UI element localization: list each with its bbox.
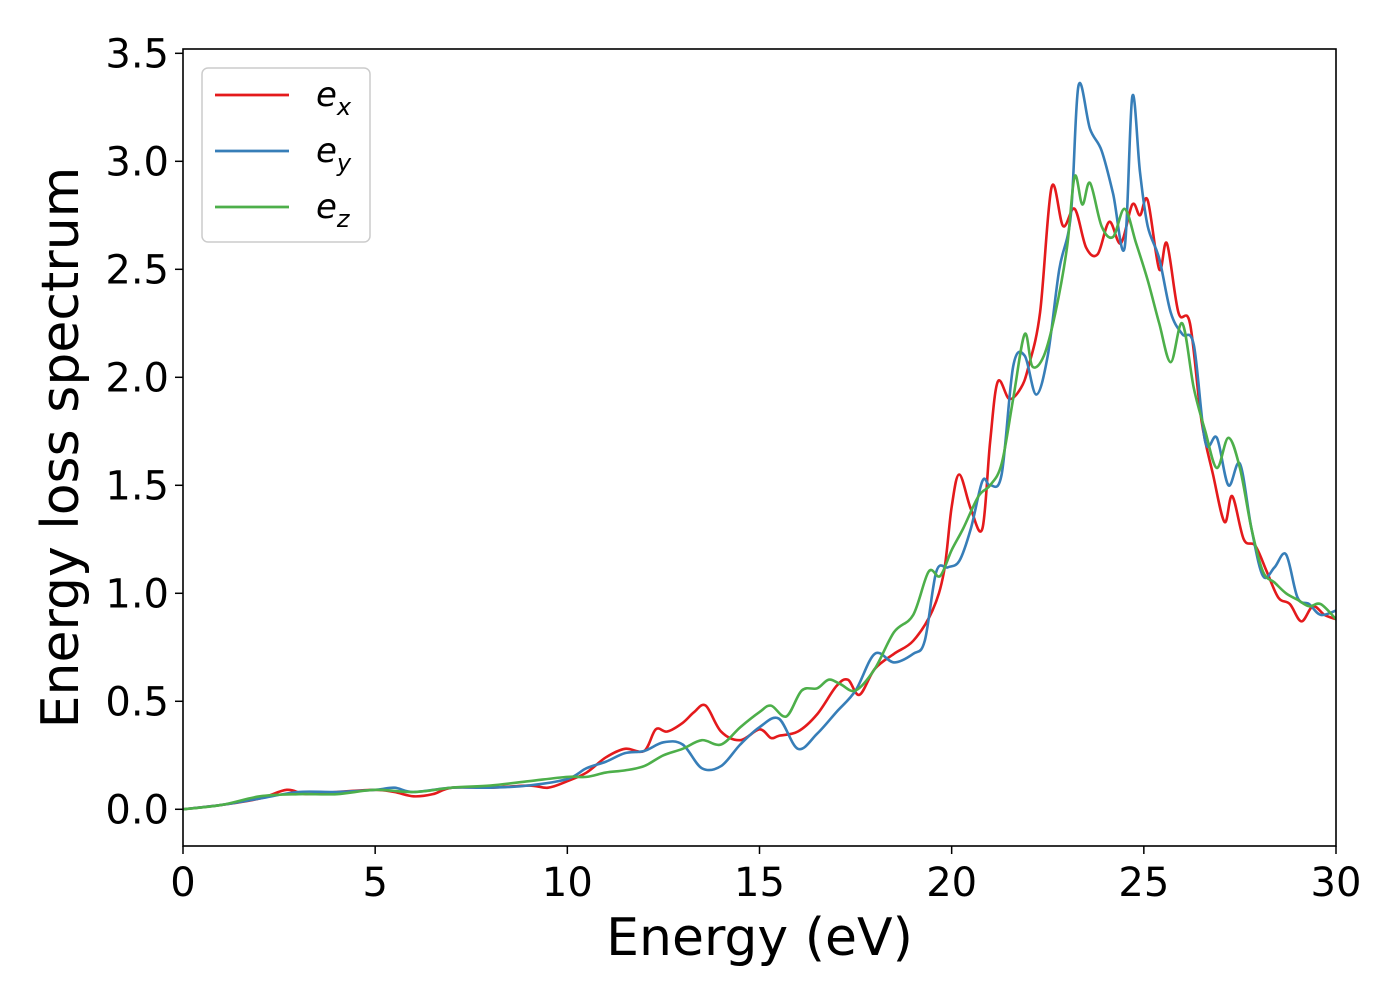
x-tick-label: 5 (362, 860, 387, 906)
x-tick-label: 0 (170, 860, 195, 906)
y-tick-label: 0.5 (105, 679, 169, 725)
y-tick-label: 0.0 (105, 787, 169, 833)
x-tick-label: 30 (1311, 860, 1362, 906)
x-axis-label: Energy (eV) (606, 908, 913, 968)
x-tick-label: 20 (926, 860, 977, 906)
y-tick-label: 3.0 (105, 139, 169, 185)
x-tick-label: 10 (542, 860, 593, 906)
y-axis: 0.0 0.5 1.0 1.5 2.0 2.5 3.0 3.5 (105, 31, 183, 833)
y-tick-label: 2.0 (105, 355, 169, 401)
x-tick-label: 15 (734, 860, 785, 906)
y-tick-label: 3.5 (105, 31, 169, 77)
y-tick-label: 2.5 (105, 247, 169, 293)
legend: ex ey ez (201, 67, 371, 243)
legend-box (201, 67, 371, 243)
y-tick-label: 1.0 (105, 571, 169, 617)
series-layer (183, 81, 1336, 811)
y-tick-label: 1.5 (105, 463, 169, 509)
series-line-z (183, 174, 1336, 811)
legend-label-x: ex (316, 75, 352, 121)
x-tick-label: 25 (1118, 860, 1169, 906)
legend-label-y: ey (316, 131, 352, 177)
y-axis-label: Energy loss spectrum (31, 167, 91, 729)
legend-label-z: ez (316, 187, 351, 233)
x-axis: 0 5 10 15 20 25 30 (170, 846, 1361, 906)
